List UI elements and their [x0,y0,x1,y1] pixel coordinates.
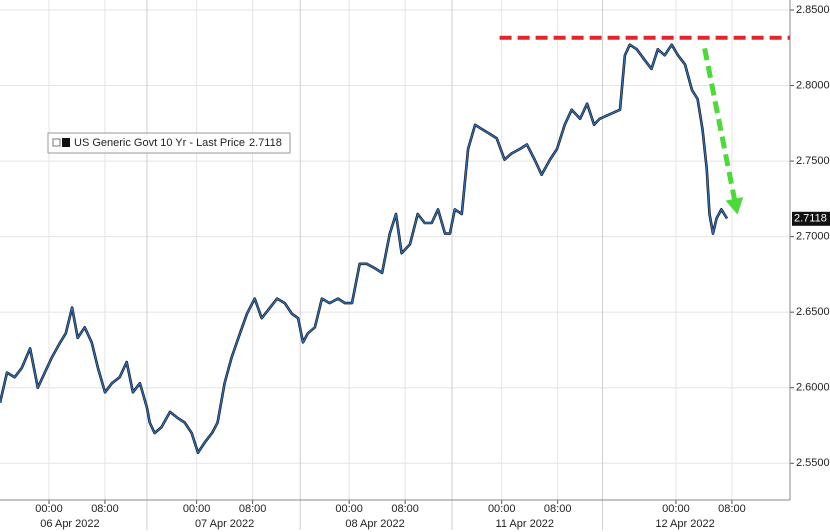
y-tick-label: 2.8000 [796,79,830,91]
legend-swatch [62,138,70,147]
x-tick-label: 00:00 [335,503,363,515]
price-line [0,44,728,454]
y-tick-label: 2.6500 [796,306,830,318]
y-tick-label: 2.7000 [796,231,830,243]
last-price-label: 2.7118 [794,213,827,225]
date-label: 11 Apr 2022 [496,518,555,530]
y-tick-label: 2.5500 [796,457,830,469]
last-price-box [792,211,830,226]
x-tick-label: 00:00 [662,503,690,515]
legend-label: US Generic Govt 10 Yr - Last Price [74,137,245,149]
trend-arrow-head [725,197,744,215]
x-tick-label: 08:00 [544,503,572,515]
y-tick-label: 2.7500 [796,155,830,167]
x-tick-label: 08:00 [391,503,419,515]
x-tick-label: 08:00 [91,503,119,515]
date-label: 08 Apr 2022 [345,518,404,530]
trend-arrow [702,47,737,200]
x-tick-label: 08:00 [239,503,267,515]
y-tick-label: 2.6000 [796,382,830,394]
x-tick-label: 00:00 [183,503,211,515]
x-tick-label: 00:00 [35,503,63,515]
y-tick-label: 2.8500 [796,4,830,16]
date-label: 07 Apr 2022 [195,518,254,530]
legend-last-value: 2.7118 [249,137,282,149]
legend-box [47,132,291,154]
x-tick-label: 08:00 [718,503,746,515]
x-tick-label: 00:00 [488,503,516,515]
date-label: 06 Apr 2022 [40,518,99,530]
legend: US Generic Govt 10 Yr - Last Price 2.711… [47,132,291,154]
date-label: 12 Apr 2022 [655,518,714,530]
legend-icon [52,138,61,147]
